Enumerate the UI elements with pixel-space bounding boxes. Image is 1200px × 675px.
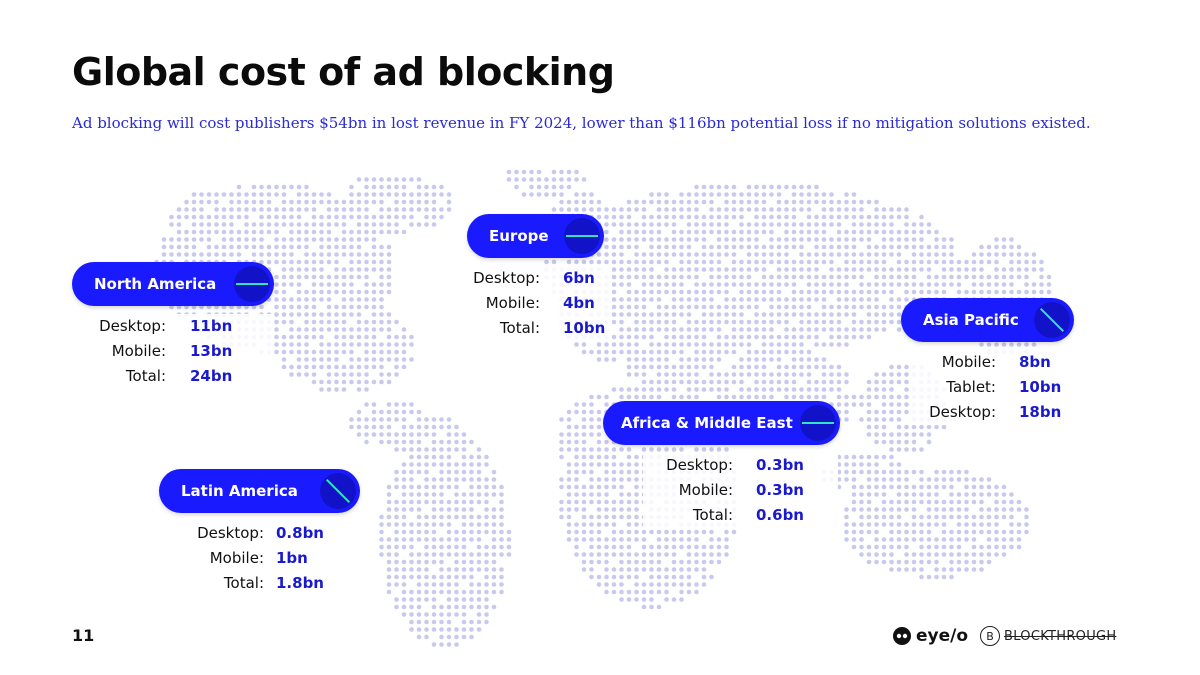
stat-label: Total:	[692, 506, 733, 524]
stat-value: 10bn	[1019, 378, 1062, 396]
stat-row: Total: 0.6bn	[643, 503, 838, 528]
region-stats: Mobile: 8bn Tablet: 10bn Desktop: 18bn	[911, 350, 1076, 425]
stat-row: Mobile: 8bn	[911, 350, 1076, 375]
blockthrough-wordmark: BLOCKTHROUGH	[1004, 628, 1117, 644]
stat-label: Mobile:	[485, 294, 540, 312]
eyeo-wordmark: eye/o	[916, 626, 969, 646]
eyeo-logo: eye/o	[892, 626, 968, 646]
stat-value: 0.3bn	[756, 456, 804, 474]
region-pill-latin-america: Latin America	[159, 469, 360, 513]
stat-label: Desktop:	[473, 269, 540, 287]
dash-icon	[320, 473, 356, 509]
stat-row: Tablet: 10bn	[911, 375, 1076, 400]
stat-label: Mobile:	[941, 353, 996, 371]
stat-label: Total:	[125, 367, 166, 385]
region-pill-north-america: North America	[72, 262, 274, 306]
stat-value: 11bn	[190, 317, 233, 335]
stat-value: 0.6bn	[756, 506, 804, 524]
blockthrough-logo: B BLOCKTHROUGH	[980, 626, 1116, 646]
stat-value: 6bn	[563, 269, 595, 287]
stat-label: Mobile:	[111, 342, 166, 360]
stat-row: Total: 24bn	[72, 364, 272, 389]
stat-label: Desktop:	[99, 317, 166, 335]
stat-value: 4bn	[563, 294, 595, 312]
stat-value: 1bn	[276, 549, 308, 567]
stat-row: Mobile: 4bn	[467, 291, 612, 316]
page-number: 11	[72, 626, 95, 645]
stat-row: Desktop: 18bn	[911, 400, 1076, 425]
stat-value: 1.8bn	[276, 574, 324, 592]
eye-icon	[893, 627, 911, 645]
stat-label: Desktop:	[666, 456, 733, 474]
stat-row: Desktop: 0.3bn	[643, 453, 838, 478]
region-name: Africa & Middle East	[621, 414, 793, 432]
blockthrough-mark-icon: B	[980, 626, 1000, 646]
dash-icon	[564, 218, 600, 254]
stat-row: Mobile: 1bn	[169, 546, 359, 571]
stat-row: Total: 1.8bn	[169, 571, 359, 596]
stat-row: Desktop: 6bn	[467, 266, 612, 291]
dash-icon	[234, 266, 270, 302]
dash-icon	[800, 405, 836, 441]
region-name: Europe	[489, 227, 549, 245]
stat-label: Desktop:	[929, 403, 996, 421]
stat-value: 18bn	[1019, 403, 1062, 421]
region-name: Latin America	[181, 482, 298, 500]
stat-value: 13bn	[190, 342, 233, 360]
stat-row: Total: 10bn	[467, 316, 612, 341]
region-stats: Desktop: 11bn Mobile: 13bn Total: 24bn	[72, 314, 272, 389]
stat-value: 24bn	[190, 367, 233, 385]
stat-label: Total:	[223, 574, 264, 592]
region-stats: Desktop: 6bn Mobile: 4bn Total: 10bn	[467, 266, 612, 341]
stat-value: 10bn	[563, 319, 606, 337]
stat-value: 0.8bn	[276, 524, 324, 542]
region-stats: Desktop: 0.3bn Mobile: 0.3bn Total: 0.6bn	[643, 453, 838, 528]
stat-value: 8bn	[1019, 353, 1051, 371]
region-pill-africa-middle-east: Africa & Middle East	[603, 401, 840, 445]
stat-value: 0.3bn	[756, 481, 804, 499]
dash-icon	[1034, 302, 1070, 338]
region-name: North America	[94, 275, 217, 293]
page-title: Global cost of ad blocking	[72, 50, 615, 94]
region-pill-europe: Europe	[467, 214, 604, 258]
stat-label: Desktop:	[197, 524, 264, 542]
region-name: Asia Pacific	[923, 311, 1019, 329]
stat-label: Total:	[499, 319, 540, 337]
stat-row: Mobile: 13bn	[72, 339, 272, 364]
stat-label: Mobile:	[678, 481, 733, 499]
stat-row: Mobile: 0.3bn	[643, 478, 838, 503]
region-stats: Desktop: 0.8bn Mobile: 1bn Total: 1.8bn	[169, 521, 359, 596]
region-pill-asia-pacific: Asia Pacific	[901, 298, 1074, 342]
page-subtitle: Ad blocking will cost publishers $54bn i…	[72, 114, 1091, 132]
stat-label: Tablet:	[946, 378, 996, 396]
stat-row: Desktop: 11bn	[72, 314, 272, 339]
stat-row: Desktop: 0.8bn	[169, 521, 359, 546]
stat-label: Mobile:	[209, 549, 264, 567]
